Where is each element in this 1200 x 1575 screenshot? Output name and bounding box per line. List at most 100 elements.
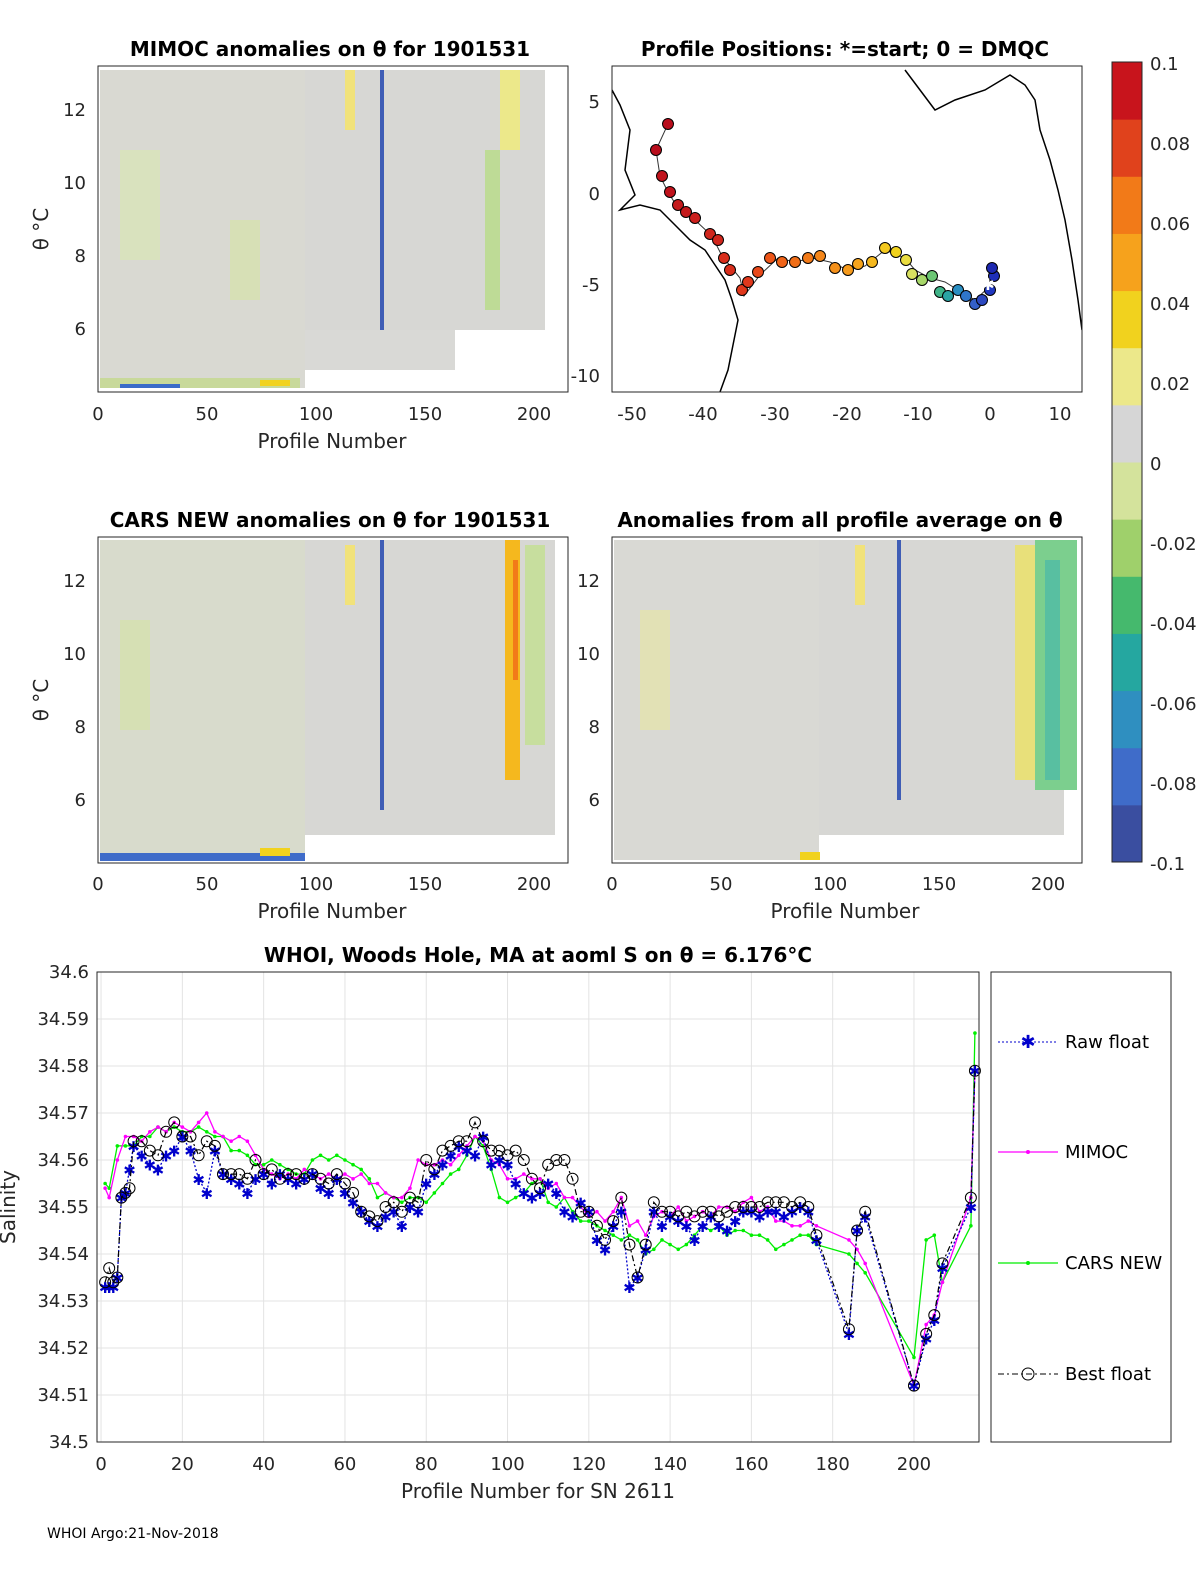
data-point [692, 1233, 697, 1237]
data-point [847, 1238, 851, 1242]
data-point [582, 1205, 595, 1218]
data-point [477, 1135, 490, 1148]
data-point [863, 1261, 867, 1266]
colorbar-step [1112, 176, 1142, 234]
y-tick-label: 34.58 [37, 1056, 89, 1077]
data-point [237, 1148, 242, 1153]
data-point [513, 1177, 518, 1181]
y-tick: 0 [589, 184, 600, 205]
colorbar-step [1112, 690, 1142, 749]
data-point [261, 1162, 266, 1167]
y-tick-label: 34.59 [37, 1009, 89, 1030]
data-point [196, 1125, 201, 1129]
colorbar-tick: 0.02 [1150, 374, 1190, 395]
data-point [973, 1031, 977, 1035]
x-tick-label: 20 [171, 1454, 194, 1475]
x-tick: -10 [903, 404, 932, 425]
data-point [782, 1219, 786, 1223]
data-point [749, 1233, 754, 1237]
data-point [676, 1205, 681, 1209]
data-point [241, 1172, 254, 1185]
data-point [928, 1309, 941, 1322]
data-point [570, 1209, 575, 1214]
colorbar-tick: 0.06 [1150, 214, 1190, 235]
data-point [151, 1149, 164, 1162]
y-tick-label: 34.55 [37, 1197, 89, 1218]
data-point [456, 1153, 461, 1158]
data-point [351, 1177, 355, 1181]
x-tick-label: 180 [815, 1454, 849, 1475]
data-point [428, 1163, 441, 1176]
data-point [148, 1134, 152, 1139]
data-point [375, 1195, 380, 1200]
x-tick: 100 [299, 404, 333, 425]
data-point [217, 1168, 229, 1181]
data-point [408, 1186, 412, 1190]
data-point: ✱ [509, 1176, 522, 1194]
colorbar: 0.1 0.08 0.06 0.04 0.02 0 -0.02 -0.04 -0… [1111, 54, 1197, 875]
data-point [310, 1158, 315, 1162]
data-point [798, 1224, 802, 1228]
y-tick-label: 34.51 [37, 1385, 89, 1406]
data-point [351, 1162, 355, 1167]
data-point [338, 1177, 351, 1190]
data-point [269, 1158, 274, 1162]
data-point [395, 1205, 408, 1218]
allavg-panel: Anomalies from all profile average on θ … [577, 508, 1083, 923]
colorbar-gradient [1112, 62, 1142, 863]
x-tick-label: 80 [415, 1454, 438, 1475]
salinity-xlabel: Profile Number for SN 2611 [401, 1479, 675, 1503]
data-point [225, 1168, 238, 1181]
data-point [245, 1139, 250, 1143]
data-point [660, 1238, 664, 1242]
salinity-ticks: 0 20 40 60 80 100 120 140 160 180 200 34.5 34.51 34.5… [37, 962, 931, 1475]
data-point [684, 1242, 689, 1247]
data-point [635, 1238, 640, 1242]
cars-axes [97, 536, 569, 864]
data-point [566, 1172, 579, 1185]
mimoc-title: MIMOC anomalies on θ for 1901531 [130, 37, 530, 61]
data-point: ✱ [908, 1378, 921, 1396]
data-point [213, 1130, 217, 1134]
data-point [749, 1195, 754, 1200]
data-point: ✱ [753, 1208, 766, 1226]
colorbar-step [1112, 62, 1142, 120]
x-tick: 100 [813, 874, 847, 895]
data-point [635, 1219, 640, 1223]
data-point [184, 1130, 197, 1143]
x-tick: 50 [710, 874, 733, 895]
data-point [643, 1233, 648, 1237]
allavg-axes [611, 536, 1083, 864]
data-point [968, 1064, 981, 1077]
data-point: ✱ [729, 1213, 742, 1231]
data-point [505, 1200, 510, 1205]
data-point: ✱ [526, 1190, 539, 1208]
data-point: ✱ [558, 1204, 571, 1222]
data-point: ✱ [339, 1185, 352, 1203]
data-point [103, 1186, 107, 1190]
data-point: ✱ [396, 1218, 409, 1236]
data-point [452, 1135, 465, 1148]
data-point [684, 1219, 689, 1223]
cars-xlabel: Profile Number [258, 899, 408, 923]
data-point [460, 1135, 473, 1148]
x-tick: 0 [92, 404, 103, 425]
data-point [521, 1172, 526, 1176]
data-point [473, 1134, 477, 1139]
data-point [322, 1177, 335, 1190]
cars-panel: CARS NEW anomalies on θ for 1901531 0 50… [29, 508, 569, 923]
data-point [912, 1355, 916, 1360]
data-point [599, 1233, 612, 1246]
data-point [196, 1120, 201, 1125]
data-point [607, 1215, 620, 1228]
y-tick: 12 [63, 571, 86, 592]
x-tick: 200 [517, 404, 551, 425]
positions-axes [611, 65, 1083, 393]
y-tick: 10 [577, 644, 600, 665]
data-point [717, 1205, 721, 1209]
legend-item-cars: CARS NEW [998, 1253, 1162, 1274]
data-point [627, 1233, 632, 1237]
data-point: ✱ [599, 1241, 612, 1259]
colorbar-step [1112, 233, 1142, 292]
data-point [400, 1195, 404, 1200]
